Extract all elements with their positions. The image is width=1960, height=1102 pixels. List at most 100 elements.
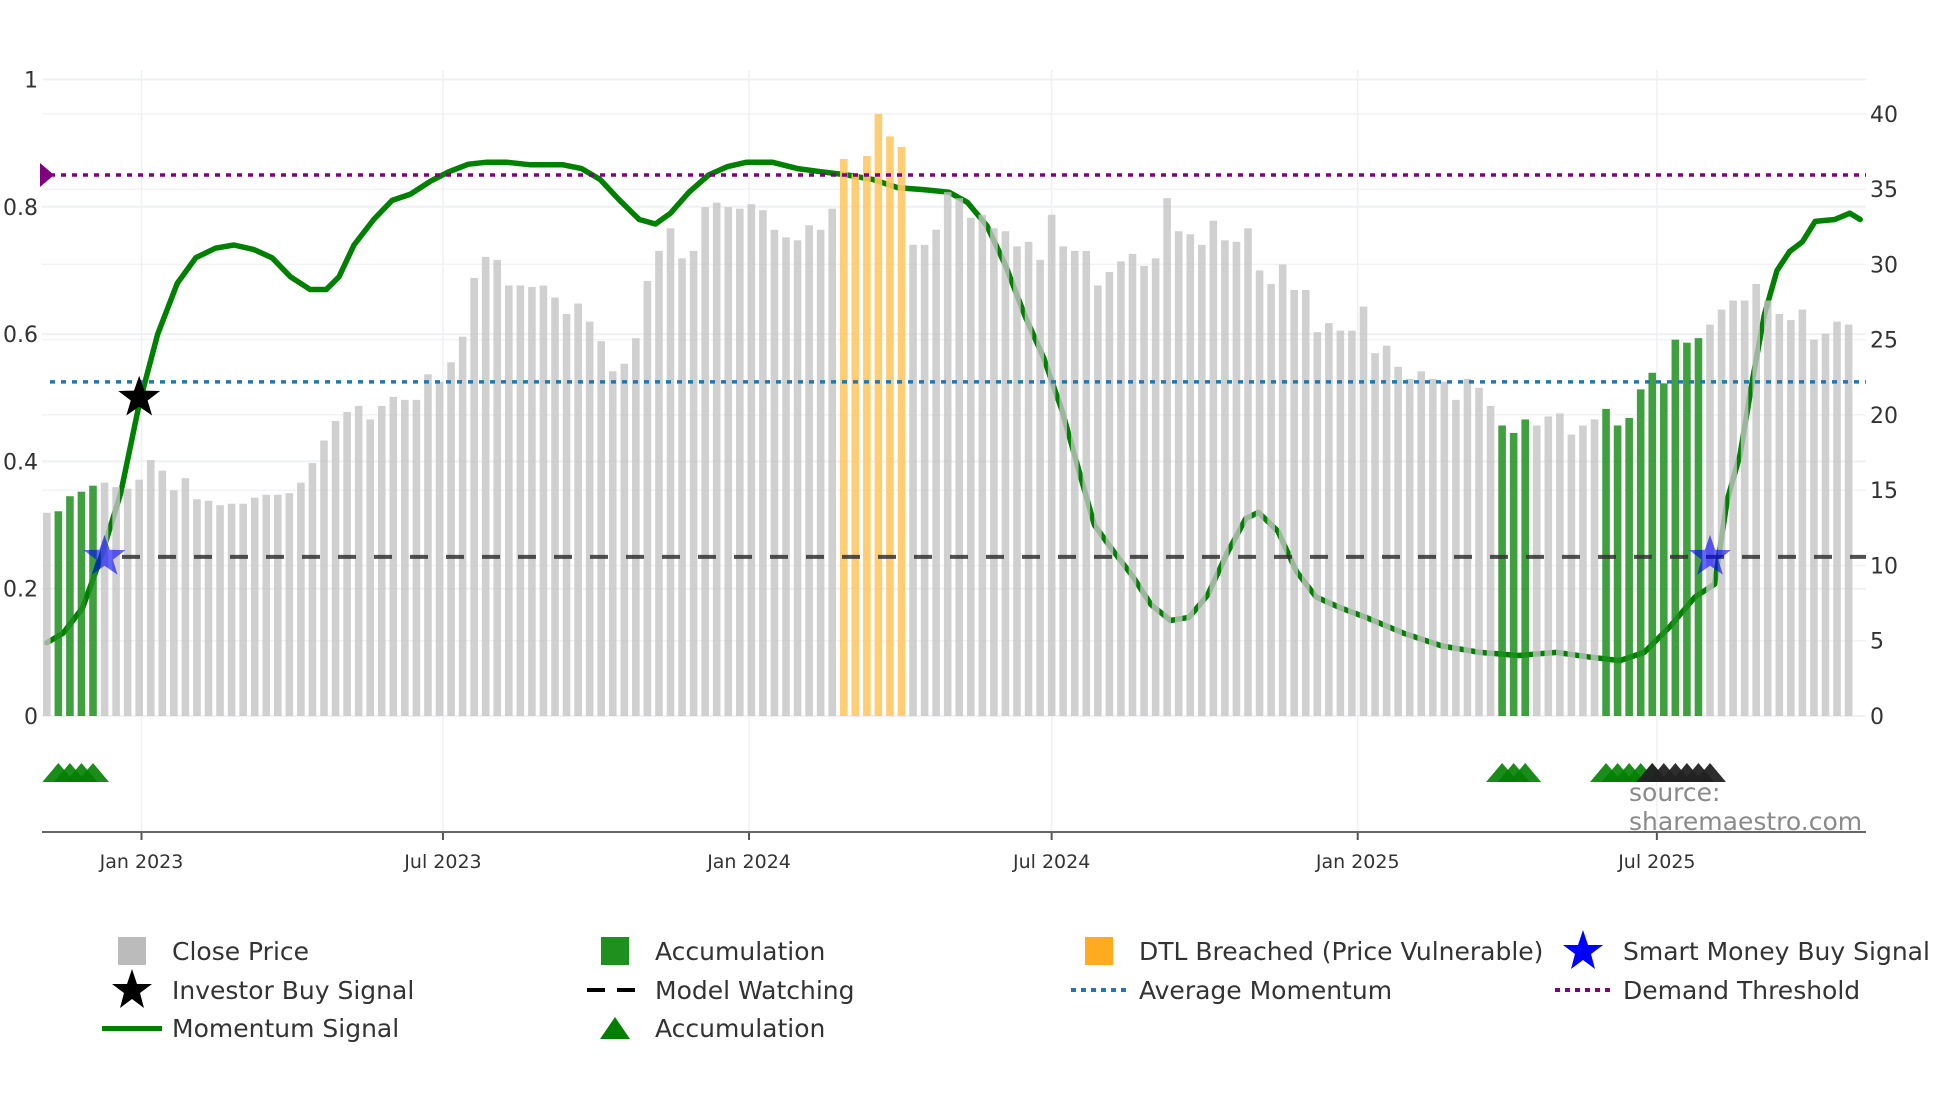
legend-investor-buy[interactable]: Investor Buy Signal — [102, 969, 414, 1008]
legend-model-watching[interactable]: Model Watching — [585, 972, 855, 1008]
green-square-icon — [585, 937, 645, 965]
right-axis-tick: 30 — [1870, 253, 1898, 278]
close-price-bar — [481, 256, 490, 716]
legend-accumulation-bar[interactable]: Accumulation — [585, 933, 825, 969]
close-price-bar — [1729, 300, 1737, 716]
close-price-bar — [1810, 339, 1818, 716]
legend-dtl-breached[interactable]: DTL Breached (Price Vulnerable) — [1069, 933, 1543, 969]
accumulation-bar — [77, 491, 86, 716]
close-price-bar — [1579, 425, 1587, 716]
close-price-bar — [1440, 381, 1449, 716]
close-price-bar — [1059, 246, 1067, 716]
close-price-bar — [1151, 258, 1160, 716]
close-price-bar — [1429, 378, 1437, 716]
close-price-bar — [377, 405, 386, 716]
close-price-bar — [562, 314, 571, 716]
close-price-bar — [1544, 416, 1553, 716]
close-price-bar — [1359, 306, 1368, 716]
close-price-bar — [193, 499, 201, 716]
right-axis-tick: 20 — [1870, 404, 1898, 429]
close-price-bar — [1140, 265, 1148, 716]
right-axis-tick: 5 — [1870, 630, 1884, 655]
legend-accumulation-marker[interactable]: Accumulation — [585, 1010, 825, 1046]
accumulation-bar — [1509, 432, 1518, 716]
legend-label: DTL Breached (Price Vulnerable) — [1139, 936, 1544, 966]
accumulation-bar — [1660, 383, 1668, 716]
close-price-bar — [770, 229, 779, 716]
close-price-bar — [1486, 405, 1495, 716]
close-price-bar — [1082, 250, 1091, 716]
right-axis-tick: 15 — [1870, 479, 1898, 504]
accumulation-triangle — [1509, 763, 1542, 782]
close-price-bar — [736, 208, 744, 716]
close-price-bar — [470, 277, 478, 716]
close-price-bar — [1775, 314, 1784, 716]
accumulation-bar — [1636, 389, 1645, 716]
close-price-bar — [1833, 321, 1841, 716]
demand-threshold-marker — [40, 162, 54, 187]
gray-square-icon — [102, 937, 162, 965]
close-price-bar — [1221, 240, 1229, 717]
blue-star-icon — [1553, 929, 1613, 973]
close-price-bar — [955, 198, 964, 716]
legend-label: Close Price — [172, 936, 310, 966]
close-price-bar — [1244, 228, 1252, 716]
close-price-bar — [1278, 264, 1287, 716]
left-axis-tick: 0.8 — [3, 196, 38, 221]
close-price-bar — [43, 512, 51, 716]
close-price-bar — [308, 463, 317, 716]
close-price-bar — [805, 225, 813, 716]
close-price-bar — [1232, 241, 1241, 716]
close-price-bar — [250, 497, 259, 716]
close-price-bar — [274, 494, 282, 716]
right-axis-tick: 10 — [1870, 554, 1898, 579]
accumulation-bar — [89, 485, 97, 716]
close-price-bar — [1740, 300, 1749, 716]
left-axis-tick: 0.4 — [3, 450, 38, 475]
x-axis-tick-label: Jul 2024 — [1012, 851, 1090, 873]
left-axis-tick: 1 — [24, 69, 38, 94]
close-price-bar — [608, 371, 617, 716]
accumulation-bar — [1625, 417, 1633, 716]
close-price-bar — [424, 374, 432, 716]
momentum-signal-line — [44, 159, 1863, 664]
dtl-breached-bar — [851, 174, 860, 717]
close-price-bar — [239, 503, 247, 716]
close-price-bar — [689, 250, 698, 716]
accumulation-bar — [1648, 372, 1657, 716]
close-price-bar — [1301, 289, 1310, 716]
green-triangle-icon — [585, 1015, 645, 1041]
close-price-bar — [1163, 198, 1171, 716]
close-price-bar — [1313, 332, 1322, 716]
legend-label: Demand Threshold — [1623, 975, 1861, 1005]
close-price-bar — [1706, 324, 1714, 716]
close-price-bar — [516, 285, 525, 716]
close-price-bar — [539, 285, 548, 716]
right-axis-tick: 40 — [1870, 103, 1898, 128]
close-price-bar — [262, 494, 271, 716]
close-price-bar — [1763, 300, 1772, 716]
close-price-bar — [1255, 270, 1264, 716]
close-price-bar — [793, 240, 802, 717]
dtl-breached-bar — [839, 159, 848, 716]
close-price-bar — [112, 487, 120, 716]
legend-average-momentum[interactable]: Average Momentum — [1069, 972, 1392, 1008]
close-price-bar — [1556, 413, 1564, 716]
close-price-bar — [666, 228, 675, 716]
close-price-bar — [828, 208, 836, 716]
source-label: source: sharemaestro.com — [1629, 778, 1863, 836]
x-axis-tick-label: Jul 2023 — [403, 851, 481, 873]
close-price-bar — [354, 405, 363, 716]
legend-momentum-signal[interactable]: Momentum Signal — [102, 1010, 399, 1046]
smart-money-buy-star — [1689, 534, 1731, 575]
legend-label: Average Momentum — [1139, 975, 1393, 1005]
close-price-bar — [181, 478, 190, 716]
close-price-bar — [493, 259, 502, 716]
legend-demand-threshold[interactable]: Demand Threshold — [1553, 972, 1860, 1008]
legend-close-price[interactable]: Close Price — [102, 933, 309, 969]
legend-smart-money[interactable]: Smart Money Buy Signal — [1553, 930, 1930, 969]
close-price-bar — [123, 488, 132, 716]
close-price-bar — [135, 479, 143, 716]
close-price-bar — [389, 396, 398, 716]
